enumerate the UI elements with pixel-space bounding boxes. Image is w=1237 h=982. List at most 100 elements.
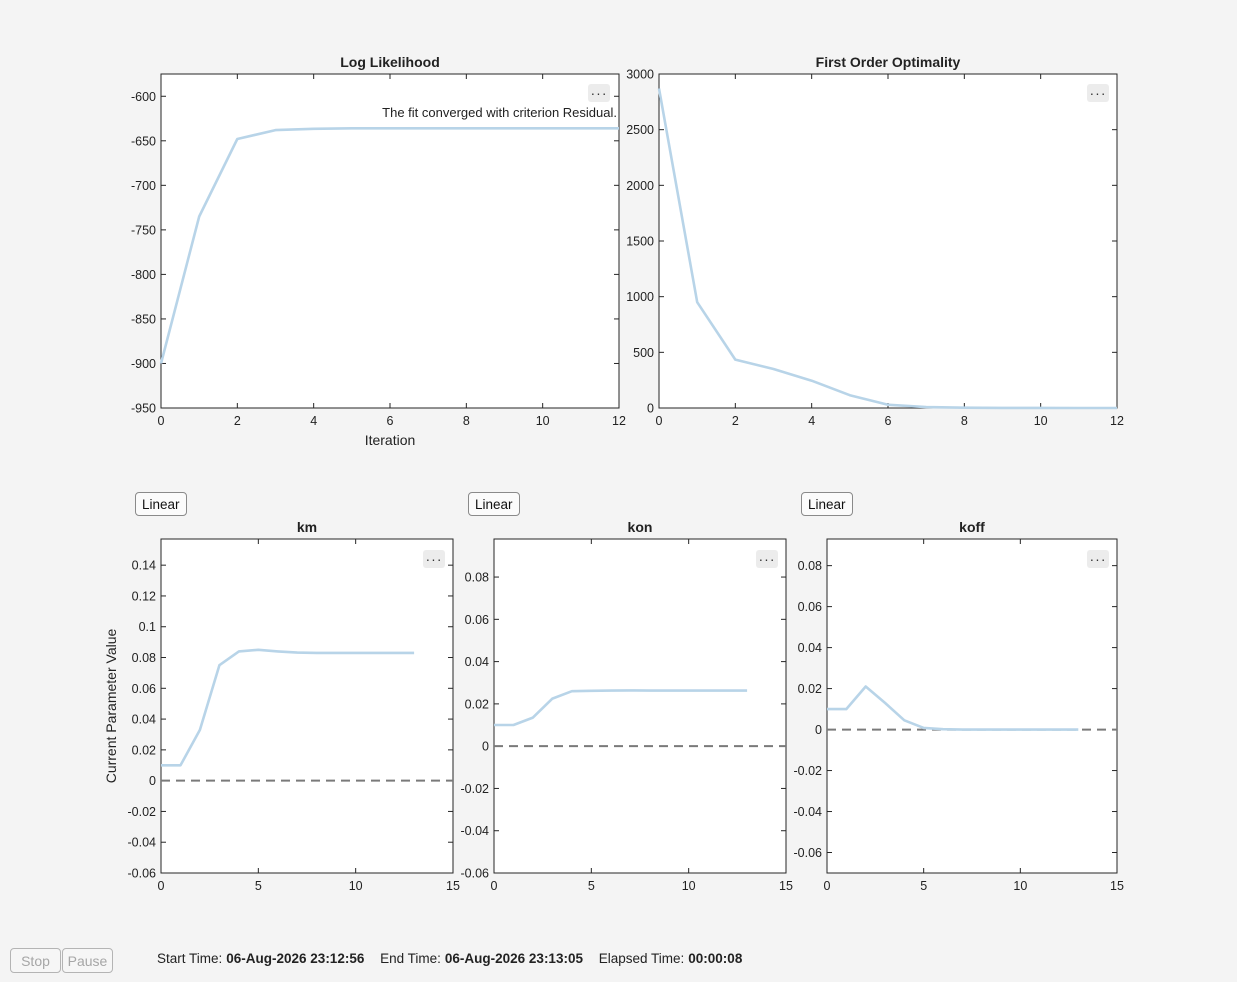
km-xtick-label: 15 [446,879,460,893]
loglik-ytick-label: -800 [131,268,156,282]
optimality-xtick-label: 4 [808,414,815,428]
koff-axes-toolbar-icon[interactable]: ··· [1087,550,1109,568]
km-ytick-label: 0.12 [132,589,156,603]
optimality-series-line [657,88,1117,410]
elapsed-time-label: Elapsed Time: [598,951,685,966]
kon-ytick-label: 0.06 [465,613,489,627]
km-ytick-label: 0 [149,774,156,788]
koff-ytick-label: -0.06 [794,846,823,860]
koff-ytick-label: 0.04 [798,641,822,655]
optimality-xtick-label: 6 [885,414,892,428]
stop-button[interactable]: Stop [10,948,61,973]
loglik-xtick-label: 4 [310,414,317,428]
km-ytick-label: -0.06 [128,867,157,881]
km-ytick-label: 0.14 [132,559,156,573]
start-time-label: Start Time: [157,951,223,966]
optimality-xtick-label: 12 [1110,414,1124,428]
km-series-line [161,648,415,767]
end-time-label: End Time: [380,951,441,966]
km-ytick-label: 0.02 [132,743,156,757]
km-axes-toolbar-icon[interactable]: ··· [423,550,445,568]
optimality-xtick-label: 0 [656,414,663,428]
km-xtick-label: 10 [349,879,363,893]
loglik-axes-toolbar-icon[interactable]: ··· [588,84,610,102]
loglik-xtick-label: 6 [387,414,394,428]
optimality-ytick-label: 1000 [626,290,654,304]
koff-series-line [827,685,1079,731]
koff-ytick-label: -0.04 [794,805,823,819]
kon-ytick-label: 0 [482,740,489,754]
koff-xtick-label: 0 [824,879,831,893]
optimality-axes-box [658,73,1118,409]
kon-xtick-label: 5 [588,879,595,893]
kon-series-line [494,689,748,727]
optimality-ytick-label: 500 [633,346,654,360]
loglik-ytick-label: -850 [131,312,156,326]
koff-xtick-label: 15 [1110,879,1124,893]
kon-axes-toolbar-icon[interactable]: ··· [756,550,778,568]
optimality-ytick-label: 0 [647,402,654,416]
km-xtick-label: 5 [255,879,262,893]
loglik-ytick-label: -650 [131,134,156,148]
loglik-xlabel: Iteration [365,432,416,448]
optimality-title: First Order Optimality [816,54,961,70]
loglik-axes-box [160,73,620,409]
loglik-ytick-label: -750 [131,223,156,237]
koff-ytick-label: 0.02 [798,682,822,696]
kon-ytick-label: -0.04 [461,824,490,838]
optimality-ytick-label: 1500 [626,235,654,249]
loglik-xtick-label: 12 [612,414,626,428]
start-time-value: 06-Aug-2026 23:12:56 [226,951,365,966]
loglik-annotation: The fit converged with criterion Residua… [382,105,617,120]
koff-scale-button[interactable]: Linear [801,492,853,516]
km-ylabel: Current Parameter Value [103,628,119,783]
koff-ytick-label: -0.02 [794,764,823,778]
kon-title: kon [628,519,653,535]
status-bar: Start Time: 06-Aug-2026 23:12:56 End Time… [157,950,742,968]
km-xtick-label: 0 [158,879,165,893]
koff-ytick-label: 0.06 [798,600,822,614]
elapsed-time-value: 00:00:08 [688,951,743,966]
km-axes-box [160,538,454,874]
loglik-xtick-label: 0 [158,414,165,428]
km-title: km [297,519,317,535]
optimality-ytick-label: 2500 [626,123,654,137]
kon-xtick-label: 10 [682,879,696,893]
loglik-ytick-label: -700 [131,179,156,193]
loglik-ytick-label: -950 [131,402,156,416]
koff-ytick-label: 0.08 [798,559,822,573]
optimality-ytick-label: 3000 [626,68,654,82]
loglik-xtick-label: 8 [463,414,470,428]
optimality-xtick-label: 10 [1034,414,1048,428]
km-ytick-label: 0.08 [132,651,156,665]
pause-button[interactable]: Pause [62,948,113,973]
loglik-series-line [159,127,619,364]
optimality-axes-toolbar-icon[interactable]: ··· [1087,84,1109,102]
optimality-ytick-label: 2000 [626,179,654,193]
kon-scale-button[interactable]: Linear [468,492,520,516]
end-time-value: 06-Aug-2026 23:13:05 [444,951,583,966]
km-scale-button[interactable]: Linear [135,492,187,516]
kon-ytick-label: 0.04 [465,655,489,669]
kon-ytick-label: -0.02 [461,782,490,796]
km-ytick-label: 0.1 [139,620,156,634]
loglik-xtick-label: 10 [536,414,550,428]
koff-xtick-label: 10 [1013,879,1027,893]
koff-title: koff [959,519,985,535]
kon-xtick-label: 15 [779,879,793,893]
loglik-ytick-label: -600 [131,90,156,104]
optimality-xtick-label: 8 [961,414,968,428]
optimality-xtick-label: 2 [732,414,739,428]
koff-xtick-label: 5 [920,879,927,893]
loglik-title: Log Likelihood [340,54,440,70]
koff-ytick-label: 0 [815,723,822,737]
km-ytick-label: 0.04 [132,713,156,727]
loglik-xtick-label: 2 [234,414,241,428]
kon-xtick-label: 0 [491,879,498,893]
kon-ytick-label: 0.08 [465,571,489,585]
kon-axes-box [493,538,787,874]
kon-ytick-label: 0.02 [465,697,489,711]
koff-axes-box [826,538,1118,874]
loglik-ytick-label: -900 [131,357,156,371]
